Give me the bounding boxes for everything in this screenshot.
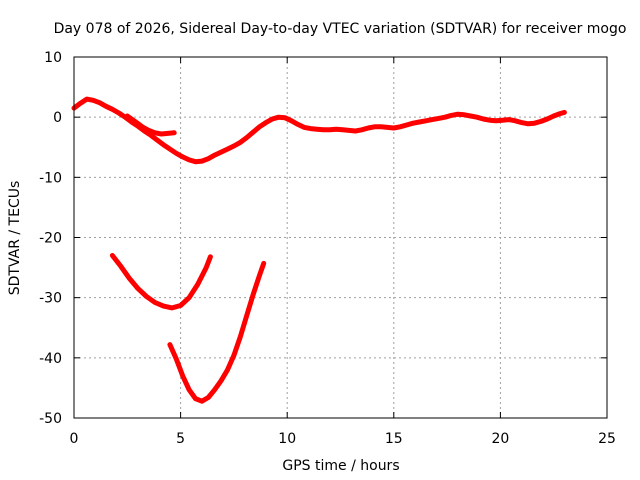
y-axis-title: SDTVAR / TECUs: [7, 181, 23, 296]
data-series-group: [71, 96, 567, 404]
y-tick-label: -50: [39, 411, 62, 427]
x-tick-label: 25: [598, 431, 616, 447]
y-tick-labels: 10 0 -10 -20 -30 -40 -50: [39, 50, 62, 427]
y-tick-label: -20: [39, 231, 62, 247]
axis-ticks: [73, 56, 608, 419]
series-line-arc-b: [167, 260, 267, 404]
x-tick-label: 15: [385, 431, 403, 447]
series-line-arc-a: [109, 253, 213, 311]
x-tick-label: 10: [278, 431, 296, 447]
x-tick-label: 5: [176, 431, 185, 447]
y-tick-label: -30: [39, 291, 62, 307]
x-tick-labels: 0 5 10 15 20 25: [70, 431, 616, 447]
y-tick-label: 10: [44, 50, 62, 66]
x-axis-title: GPS time / hours: [282, 458, 399, 474]
y-tick-label: -10: [39, 170, 62, 186]
y-tick-label: -40: [39, 351, 62, 367]
x-tick-label: 20: [491, 431, 509, 447]
chart-title: Day 078 of 2026, Sidereal Day-to-day VTE…: [54, 21, 627, 37]
y-tick-label: 0: [53, 110, 62, 126]
x-tick-label: 0: [70, 431, 79, 447]
series-line-early-branch: [124, 113, 177, 137]
series-line-main-trace: [71, 96, 567, 165]
